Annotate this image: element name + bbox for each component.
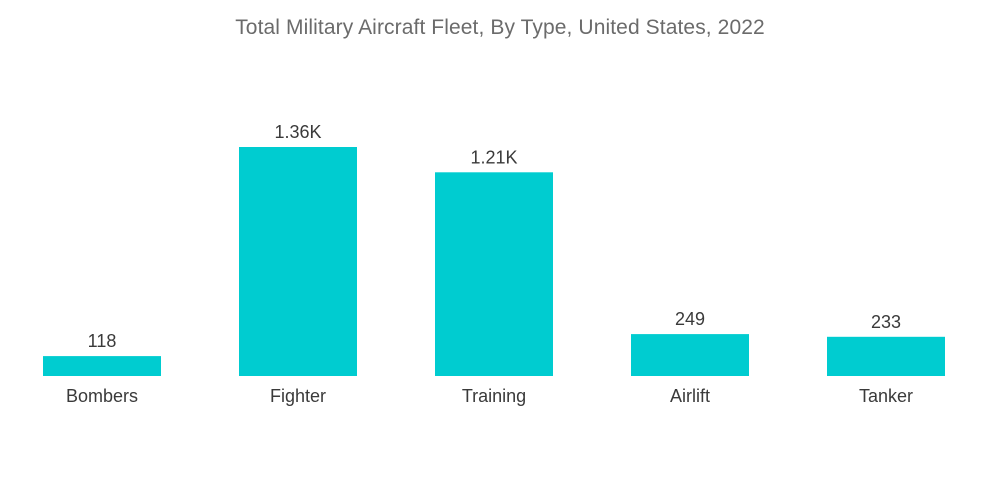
category-label-bombers: Bombers [66, 386, 138, 406]
category-labels-layer: Bombers Fighter Training Airlift Tanker [66, 386, 913, 406]
bar-bombers [43, 356, 161, 376]
bar-training [435, 172, 553, 376]
bar-airlift [631, 334, 749, 376]
data-label-airlift: 249 [675, 309, 705, 329]
category-label-airlift: Airlift [670, 386, 710, 406]
category-label-training: Training [462, 386, 526, 406]
data-label-tanker: 233 [871, 312, 901, 332]
chart-title: Total Military Aircraft Fleet, By Type, … [235, 16, 765, 39]
category-label-tanker: Tanker [859, 386, 913, 406]
data-label-training: 1.21K [470, 147, 517, 167]
bar-fighter [239, 147, 357, 376]
data-labels-layer: 118 1.36K 1.21K 249 233 [88, 122, 901, 351]
data-label-fighter: 1.36K [274, 122, 321, 142]
data-label-bombers: 118 [88, 331, 117, 351]
category-label-fighter: Fighter [270, 386, 326, 406]
bars-layer [43, 147, 945, 376]
bar-tanker [827, 336, 945, 376]
